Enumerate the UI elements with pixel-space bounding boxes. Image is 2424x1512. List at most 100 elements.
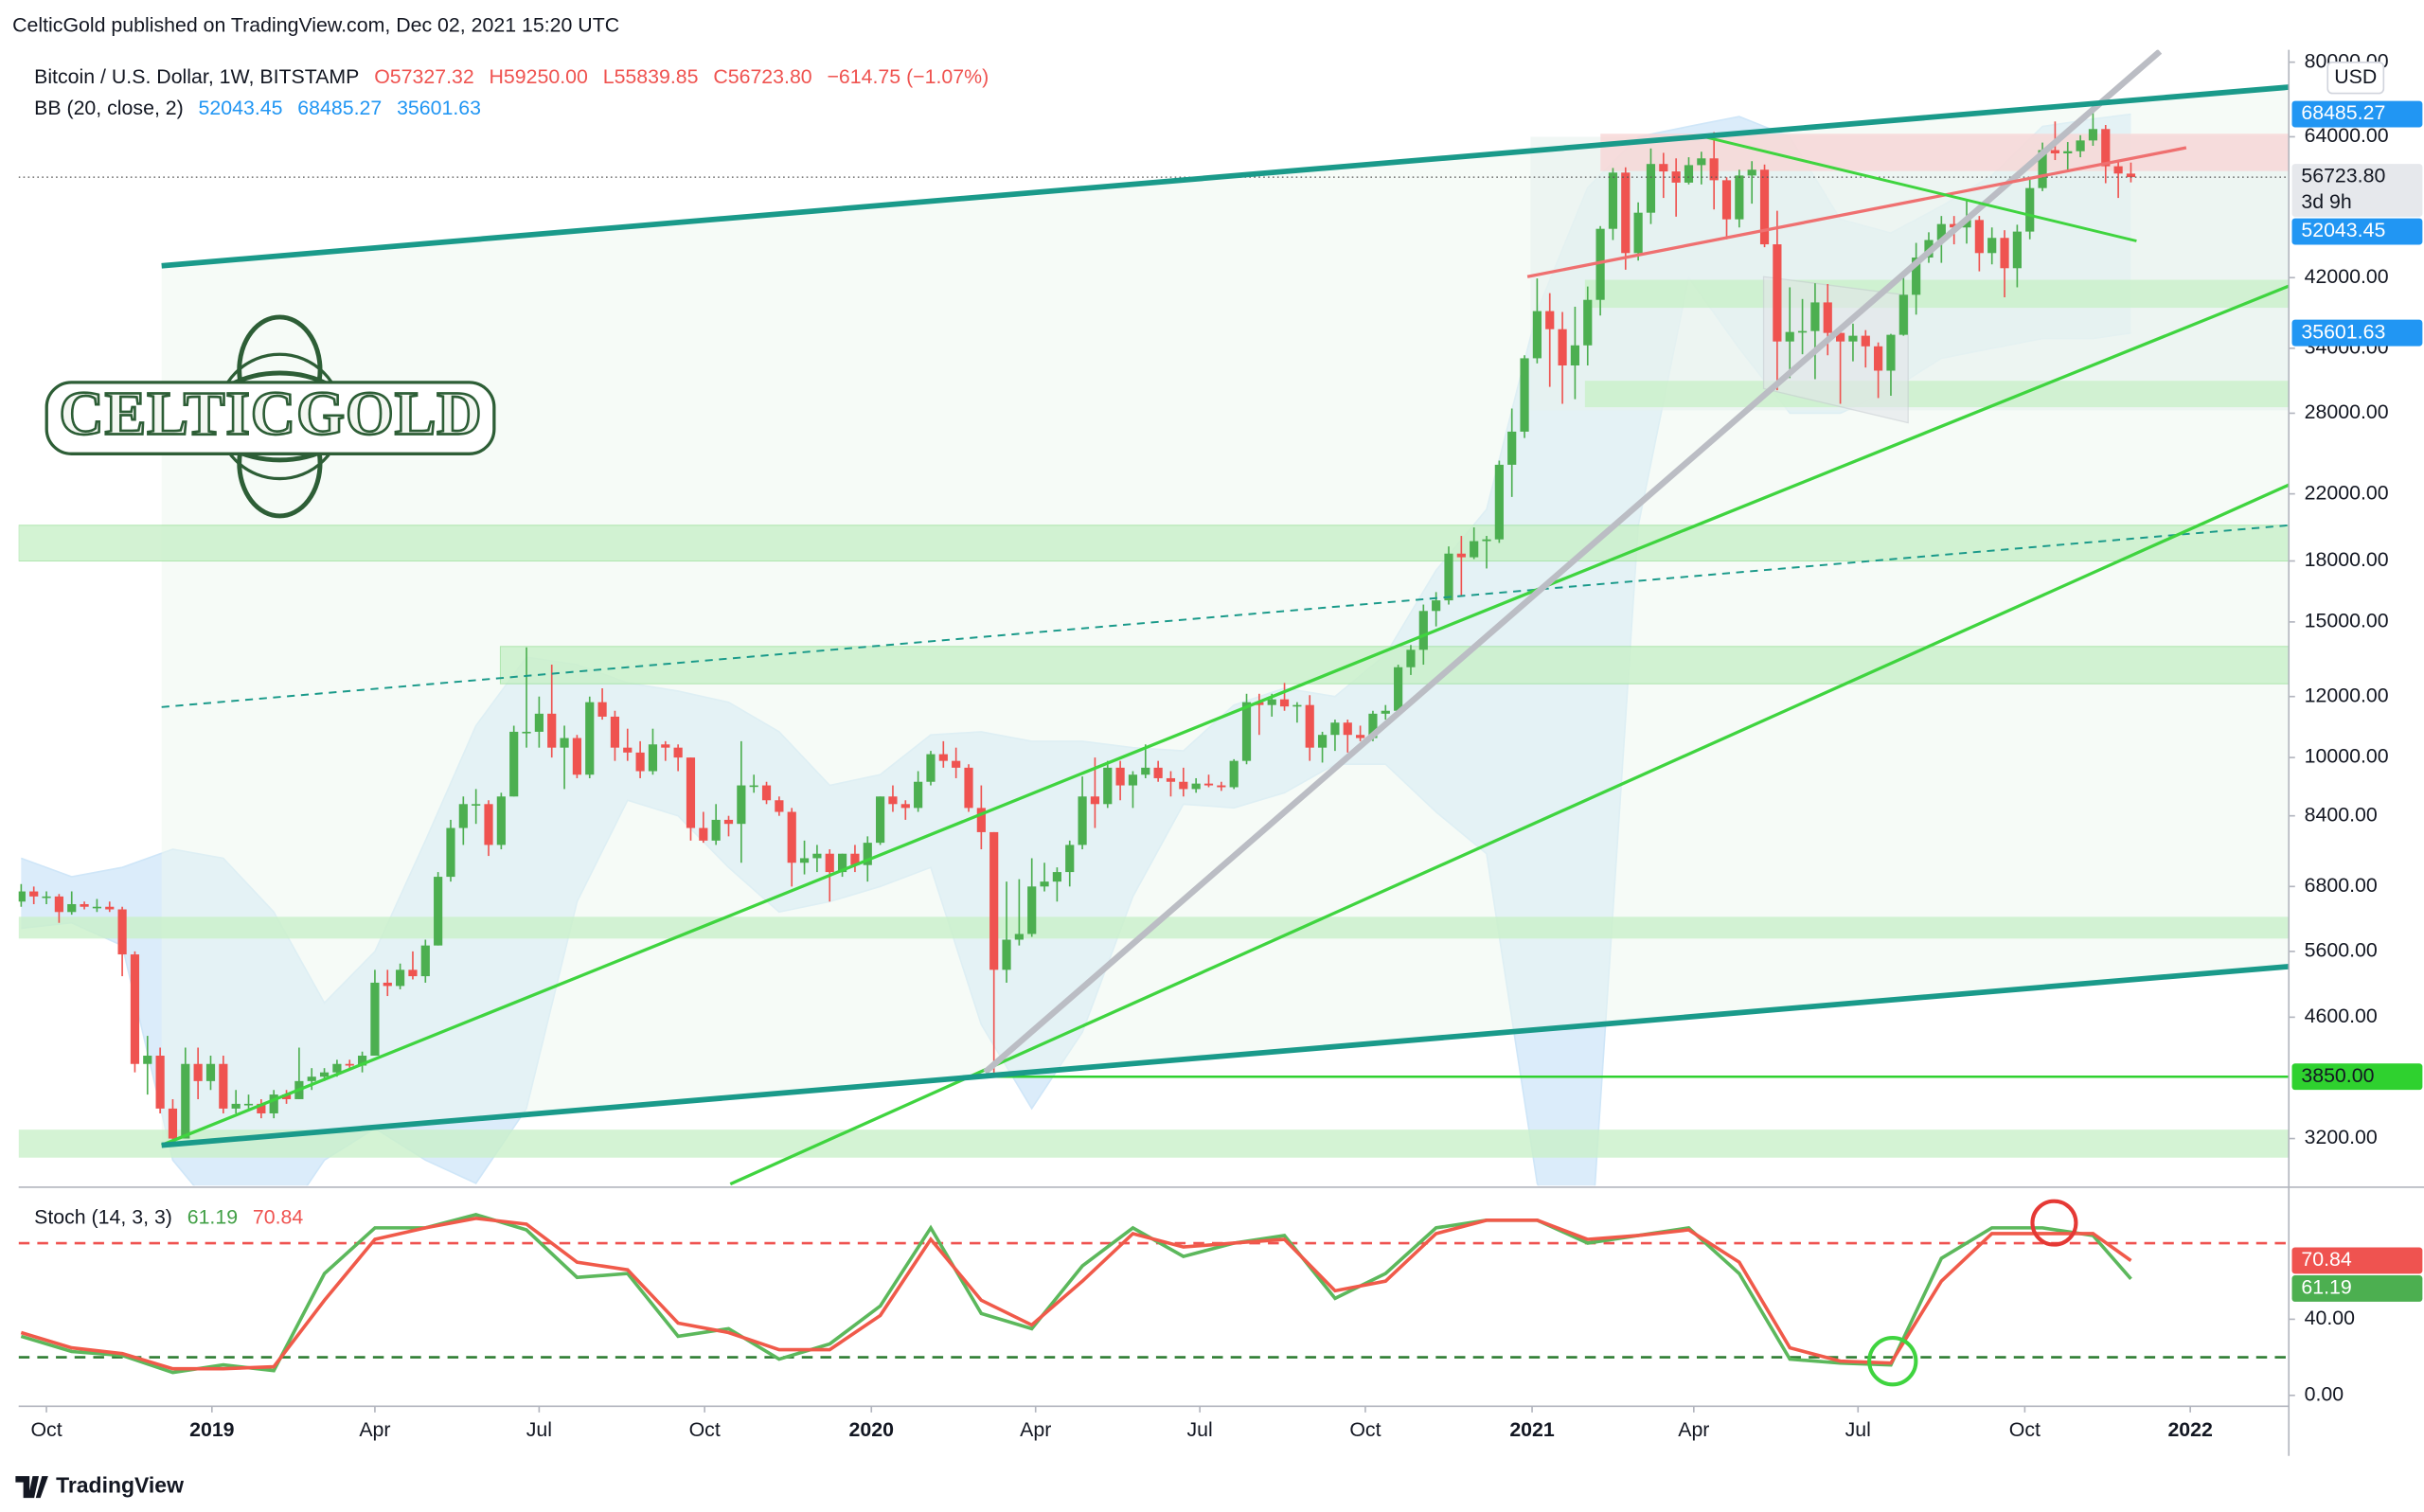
y-tick-label: 4600.00: [2305, 1005, 2378, 1027]
candle-body: [446, 827, 455, 878]
price-tag: [2291, 218, 2423, 245]
y-tick-label: 12000.00: [2305, 684, 2389, 706]
ohlc-change: −614.75 (−1.07%): [827, 65, 989, 88]
x-tick-label: Oct: [689, 1418, 721, 1441]
bb-title: BB (20, close, 2): [34, 97, 184, 119]
candle-body: [80, 903, 89, 907]
candle-body: [1520, 358, 1529, 432]
price-tag-label: 35601.63: [2301, 320, 2385, 343]
candle-body: [825, 853, 834, 873]
bb-legend: BB (20, close, 2) 52043.45 68485.27 3560…: [34, 97, 481, 119]
candle-body: [1773, 244, 1782, 342]
y-tick-label: 18000.00: [2305, 548, 2389, 571]
y-tick-label: 22000.00: [2305, 481, 2389, 504]
candle-body: [1444, 553, 1453, 601]
candle-body: [1835, 332, 1845, 342]
candle-body: [105, 906, 115, 910]
logo-text: CELTICGOLD: [59, 380, 481, 448]
candle-body: [926, 754, 936, 782]
candle-body: [117, 909, 127, 955]
trendline: [983, 49, 2163, 1075]
candle-body: [143, 1056, 152, 1064]
x-tick-label: Jul: [1845, 1418, 1871, 1441]
candle-body: [635, 752, 645, 772]
candle-body: [1735, 175, 1744, 220]
candle-body: [749, 785, 758, 788]
candle-body: [2012, 231, 2022, 269]
x-tick-label: Oct: [2009, 1418, 2041, 1441]
candle-body: [648, 744, 658, 772]
candle-body: [761, 785, 772, 801]
x-tick-label: Oct: [30, 1418, 62, 1441]
candle-body: [1203, 783, 1214, 786]
candle-body: [1570, 345, 1580, 365]
candle-body: [1507, 431, 1517, 465]
candle-body: [900, 804, 910, 809]
candle-body: [1305, 704, 1314, 748]
candle-body: [1747, 169, 1756, 176]
price-tag: [2291, 1275, 2423, 1302]
candle-body: [1090, 796, 1100, 805]
dashed-trendline: [161, 524, 2290, 708]
candle-body: [863, 843, 872, 865]
candle-body: [1027, 886, 1037, 934]
trendline: [1703, 135, 2137, 242]
candle-body: [205, 1063, 216, 1081]
support-zone: [1584, 279, 2290, 309]
candle-body: [1886, 334, 1896, 371]
candle-body: [2063, 151, 2073, 154]
candle-body: [1267, 699, 1276, 705]
candle-body: [243, 1103, 254, 1106]
candle-body: [673, 747, 683, 758]
candle-body: [1406, 649, 1416, 667]
y-tick-label: 0.00: [2305, 1382, 2344, 1405]
candle-body: [2126, 173, 2136, 178]
candle-body: [130, 954, 140, 1064]
candle-body: [1128, 774, 1138, 786]
candle-body: [799, 858, 810, 863]
candle-body: [345, 1063, 354, 1066]
stoch-title: Stoch (14, 3, 3): [34, 1205, 172, 1228]
brand: TradingView: [15, 1473, 184, 1499]
candle-body: [572, 738, 581, 775]
y-tick-label: 42000.00: [2305, 265, 2389, 288]
support-zone: [18, 525, 2290, 562]
candle-body: [1078, 796, 1087, 845]
candle-body: [458, 804, 468, 828]
candle-body: [257, 1103, 266, 1113]
candle-body: [18, 891, 26, 902]
candle-body: [1040, 881, 1049, 887]
candle-body: [1153, 767, 1163, 778]
candle-body: [1279, 699, 1290, 707]
candle-body: [1823, 302, 1832, 333]
candle-body: [1494, 464, 1504, 540]
candle-body: [1558, 329, 1567, 365]
ohlc-open: O57327.32: [374, 65, 474, 88]
countdown: 3d 9h: [2301, 190, 2351, 213]
candle-body: [888, 796, 898, 805]
candle-body: [787, 811, 796, 863]
candle-body: [193, 1063, 203, 1081]
y-tick-label: 8400.00: [2305, 803, 2378, 826]
candle-body: [307, 1076, 316, 1081]
candle-body: [775, 800, 784, 812]
candle-body: [1898, 294, 1908, 335]
candle-body: [2101, 129, 2111, 167]
candle-body: [2025, 187, 2035, 232]
candle-body: [1810, 302, 1820, 331]
price-tag-label: 3850.00: [2301, 1064, 2374, 1087]
candle-body: [1621, 172, 1631, 254]
candle-body: [1785, 331, 1794, 342]
x-tick-label: Apr: [359, 1418, 390, 1441]
price-tag-label: 52043.45: [2301, 219, 2385, 241]
candle-body: [2113, 166, 2123, 174]
highlight-circle: [2030, 1199, 2078, 1247]
candle-body: [610, 716, 620, 748]
ohlc-low: L55839.85: [603, 65, 699, 88]
celticgold-logo: CELTICGOLD: [45, 314, 496, 519]
price-tag: [2291, 1247, 2423, 1274]
candle-body: [2000, 238, 2009, 269]
y-tick-label: 3200.00: [2305, 1126, 2378, 1148]
candle-body: [2088, 129, 2098, 141]
